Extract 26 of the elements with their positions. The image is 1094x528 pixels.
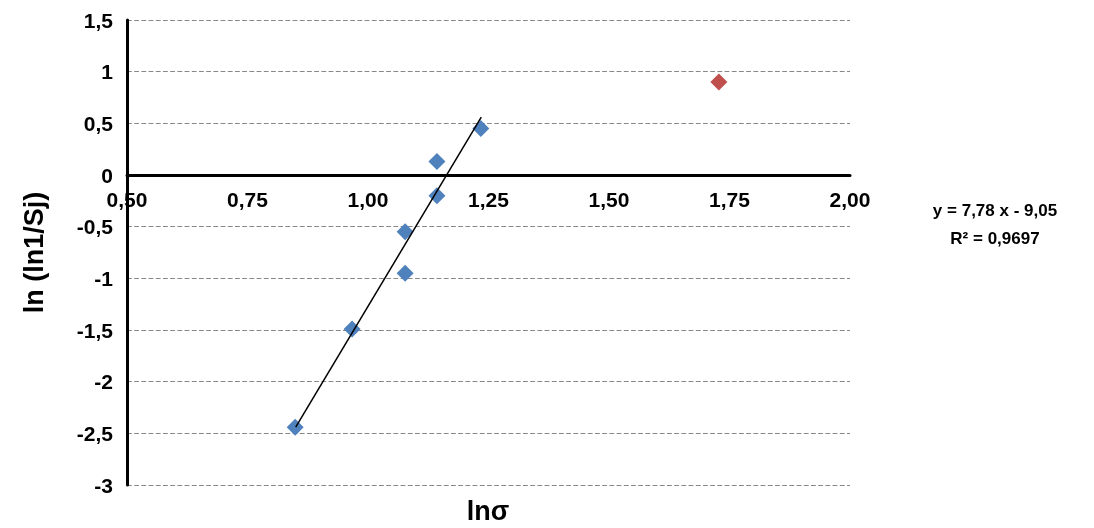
x-tick-label: 1,25 <box>468 188 510 211</box>
x-tick-label: 1,00 <box>347 188 389 211</box>
point <box>710 73 728 91</box>
y-tick-label: 0,5 <box>83 111 114 135</box>
y-tick-label: -2,5 <box>76 421 114 445</box>
y-tick-label: -3 <box>94 473 113 497</box>
y-tick-label: 1 <box>101 60 114 84</box>
point <box>286 418 304 436</box>
text: R² = 0,9697 <box>950 229 1040 248</box>
y-tick-label: 0 <box>101 163 113 187</box>
y-tick-label: -1,5 <box>76 318 114 342</box>
point <box>396 264 414 282</box>
x-tick-label: 1,75 <box>709 188 751 211</box>
y-tick-label: 1,5 <box>83 8 114 32</box>
y-axis-title: ln (ln1/Sj) <box>18 191 49 314</box>
y-tick-label: -1 <box>94 266 114 290</box>
x-tick-label: 2,00 <box>829 188 871 211</box>
x-tick-label: 0,75 <box>227 188 269 211</box>
x-axis-title: lnσ <box>466 495 510 526</box>
y-tick-label: -2 <box>94 370 113 394</box>
text: y = 7,78 x - 9,05 <box>932 201 1058 220</box>
point <box>428 153 446 171</box>
point <box>396 223 414 241</box>
y-tick-label: -0,5 <box>76 215 114 239</box>
x-tick-label: 1,50 <box>588 188 630 211</box>
point <box>472 120 490 137</box>
